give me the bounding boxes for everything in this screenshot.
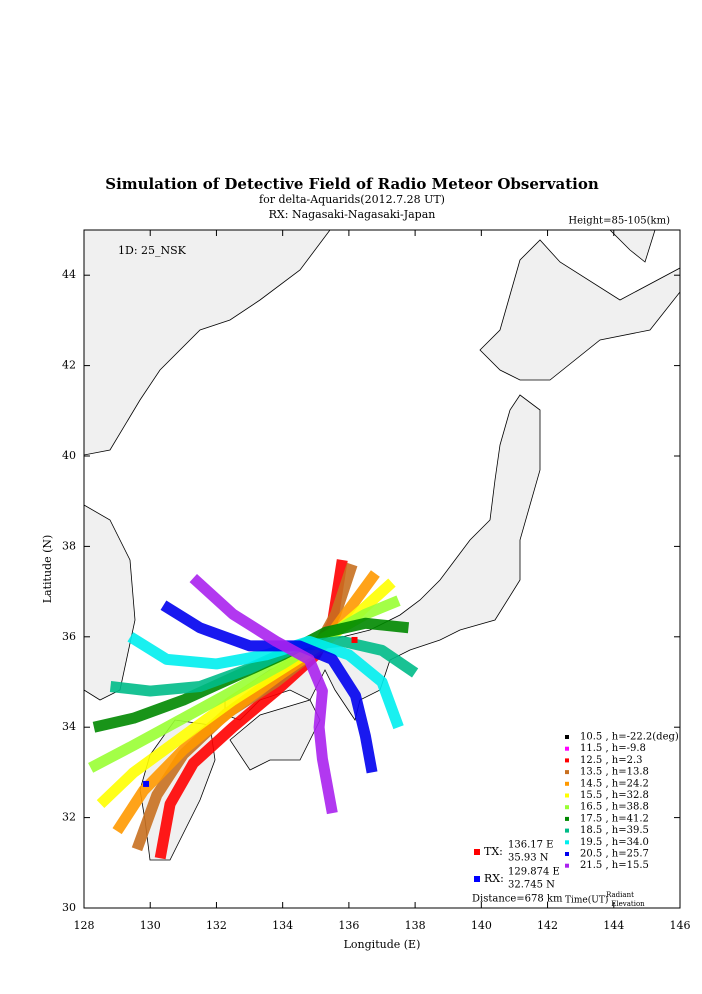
x-tick-label: 128 <box>74 919 95 932</box>
y-tick-label: 44 <box>62 268 76 281</box>
land <box>84 504 136 701</box>
legend-swatch <box>565 793 569 798</box>
x-tick-label: 142 <box>537 919 558 932</box>
x-tick-label: 136 <box>338 919 359 932</box>
legend-label: 21.5 , h=15.5 <box>580 860 649 871</box>
detection-band <box>88 595 401 773</box>
station-label: RX: <box>484 872 504 885</box>
bands <box>88 559 419 860</box>
id-label: 1D: 25_NSK <box>118 244 187 257</box>
detection-band <box>112 570 380 835</box>
station-lon: 136.17 E <box>508 840 553 851</box>
legend-label: 15.5 , h=32.8 <box>580 790 649 801</box>
x-tick-label: 134 <box>272 919 293 932</box>
time-label: Time(UT) <box>565 895 608 906</box>
legend-swatch <box>565 746 569 751</box>
plot-frame <box>83 229 681 909</box>
legend-label: 18.5 , h=39.5 <box>580 825 649 836</box>
y-tick-label: 36 <box>62 630 76 643</box>
y-tick-label: 40 <box>62 449 76 462</box>
legend-label: 12.5 , h=2.3 <box>580 755 643 766</box>
station-swatch <box>474 876 480 882</box>
legend-swatch <box>565 863 569 868</box>
x-tick-label: 144 <box>603 919 624 932</box>
y-tick-label: 30 <box>62 901 76 914</box>
legend-label: 20.5 , h=25.7 <box>580 849 649 860</box>
land <box>229 699 321 771</box>
legend-swatch <box>565 816 569 821</box>
land <box>84 230 331 456</box>
chart-subtitle: for delta-Aquarids(2012.7.28 UT) <box>259 193 445 206</box>
x-tick-label: 130 <box>140 919 161 932</box>
legend-label: 16.5 , h=38.8 <box>580 802 649 813</box>
y-axis-label: Latitude (N) <box>41 535 54 604</box>
y-tick-label: 38 <box>62 539 76 552</box>
radiant-label: Radiant <box>606 891 634 899</box>
receiver-line: RX: Nagasaki-Nagasaki-Japan <box>269 208 436 221</box>
legend-label: 19.5 , h=34.0 <box>580 837 649 848</box>
detection-band <box>189 573 338 815</box>
station-marker <box>351 636 358 643</box>
elevation-label: Elevation <box>611 900 645 908</box>
legend-swatch <box>565 758 569 763</box>
station-swatch <box>474 849 480 855</box>
detection-band <box>160 600 378 774</box>
legend-label: 11.5 , h=-9.8 <box>580 743 646 754</box>
x-tick-label: 132 <box>206 919 227 932</box>
legend-swatch <box>565 828 569 833</box>
x-tick-label: 146 <box>670 919 691 932</box>
station-marker <box>143 780 150 787</box>
legend-label: 13.5 , h=13.8 <box>580 767 649 778</box>
legend-swatch <box>565 840 569 845</box>
legend-swatch <box>565 770 569 775</box>
legend-label: 14.5 , h=24.2 <box>580 778 649 789</box>
legend-label: 10.5 , h=-22.2(deg) <box>580 732 679 743</box>
x-axis-label: Longitude (E) <box>344 938 421 951</box>
land <box>479 239 680 381</box>
station-lat: 35.93 N <box>508 853 549 864</box>
land <box>609 230 656 263</box>
station-lat: 32.745 N <box>508 880 555 891</box>
legend-swatch <box>565 805 569 810</box>
y-tick-label: 32 <box>62 811 76 824</box>
legend-swatch <box>565 852 569 856</box>
legend-swatch <box>565 781 569 786</box>
y-tick-label: 42 <box>62 359 76 372</box>
y-tick-label: 34 <box>62 720 76 733</box>
station-lon: 129.874 E <box>508 867 560 878</box>
legend-swatch <box>565 735 569 739</box>
x-tick-label: 138 <box>405 919 426 932</box>
x-tick-label: 140 <box>471 919 492 932</box>
legend-label: 17.5 , h=41.2 <box>580 813 649 824</box>
height-label: Height=85-105(km) <box>568 216 670 227</box>
chart-title: Simulation of Detective Field of Radio M… <box>105 175 599 193</box>
distance-label: Distance=678 km <box>472 894 563 905</box>
station-label: TX: <box>484 845 503 858</box>
